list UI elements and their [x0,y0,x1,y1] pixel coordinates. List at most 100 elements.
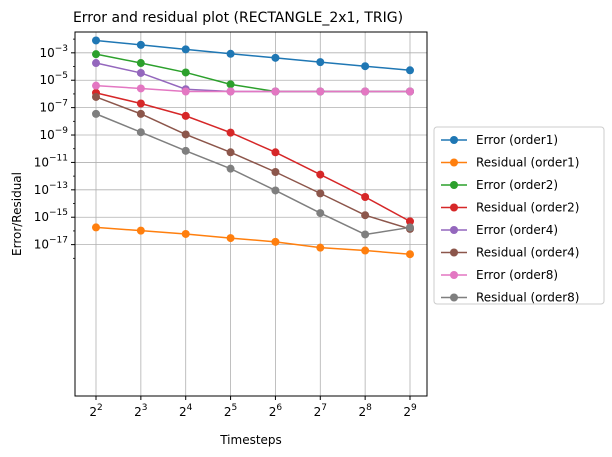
data-point [92,223,100,232]
data-point [136,59,145,68]
legend-label: Residual (order1) [476,156,580,170]
data-point [136,226,145,235]
y-tick-label: 10−13 [34,181,68,197]
data-point [92,59,100,68]
x-tick-label: 25 [224,403,237,419]
data-point [136,128,145,137]
series-line-4 [95,92,411,223]
legend-label: Error (order4) [476,223,558,237]
legend-label: Error (order8) [476,268,558,282]
data-point [361,246,370,255]
legend-marker [450,158,458,167]
legend-label: Residual (order2) [476,201,580,215]
legend-label: Error (order2) [476,178,558,192]
data-point [136,99,145,108]
data-point [406,66,414,75]
x-tick-label: 24 [179,403,193,419]
series-line-7 [95,84,410,93]
legend-marker [450,271,458,279]
x-tick-label: 27 [314,403,327,419]
data-point [316,58,325,67]
data-point [136,84,145,93]
data-point [136,40,145,49]
data-point [181,111,190,120]
legend-marker [450,293,458,302]
grid [75,32,427,396]
y-tick-label: 10−5 [39,71,68,87]
x-tick-label: 26 [269,403,283,419]
data-point [271,237,280,246]
series-line-2 [95,226,411,255]
data-point [406,250,414,259]
x-axis-title: Timesteps [219,433,282,447]
data-point [316,170,325,179]
legend-label: Error (order1) [476,133,558,147]
data-point [181,130,190,139]
data-point [92,109,100,118]
data-point [92,81,100,90]
y-tick-label: 10−3 [39,44,68,60]
plot-frame [74,31,428,397]
data-point [406,223,414,232]
data-point [361,230,370,239]
data-point [181,146,190,155]
data-point [226,234,235,243]
legend-label: Residual (order4) [476,246,580,260]
data-point [406,87,414,96]
y-tick-label: 10−9 [39,126,68,142]
legend-marker [450,136,458,144]
series-line-6 [95,96,411,230]
data-point [316,189,325,198]
legend-marker [450,203,458,212]
data-point [316,209,325,218]
legend-marker [450,226,458,234]
series-points [92,36,414,259]
data-point [136,109,145,118]
data-point [361,211,370,220]
data-point [181,45,190,54]
series-line-8 [95,113,411,236]
data-point [181,229,190,238]
legend: Error (order1) Residual (order1) Error (or… [433,126,605,305]
data-point [361,192,370,201]
data-point [181,87,190,96]
y-tick-label: 10−17 [34,236,68,252]
data-point [271,53,280,62]
series-lines [95,39,411,255]
y-tick-label: 10−11 [34,153,68,169]
data-point [181,68,190,77]
y-axis: 10−17 10−15 10−13 10−11 10−9 10−7 10−5 10−3 [34,38,75,259]
data-point [271,148,280,157]
data-point [226,128,235,137]
data-point [271,186,280,195]
data-point [271,87,280,96]
legend-label: Residual (order8) [476,291,580,305]
x-tick-label: 23 [134,403,147,419]
data-point [92,36,100,45]
series-line-1 [95,39,411,72]
data-point [316,243,325,252]
data-point [226,148,235,157]
data-point [136,68,145,77]
data-point [361,62,370,71]
legend-marker [450,248,458,257]
data-point [316,87,325,96]
y-axis-title: Error/Residual [10,172,24,256]
data-point [226,80,235,89]
data-point [92,92,100,101]
legend-box [433,126,605,305]
data-point [226,164,235,173]
chart-title: Error and residual plot (RECTANGLE_2x1, … [73,10,403,26]
x-tick-label: 28 [358,403,372,419]
x-tick-label: 22 [89,403,102,419]
data-point [361,87,370,96]
x-tick-label: 29 [403,403,417,419]
legend-marker [450,181,458,189]
data-point [92,50,100,59]
data-point [226,87,235,96]
y-tick-label: 10−7 [39,99,68,115]
data-point [271,167,280,176]
y-tick-label: 10−15 [34,208,68,224]
data-point [226,49,235,58]
